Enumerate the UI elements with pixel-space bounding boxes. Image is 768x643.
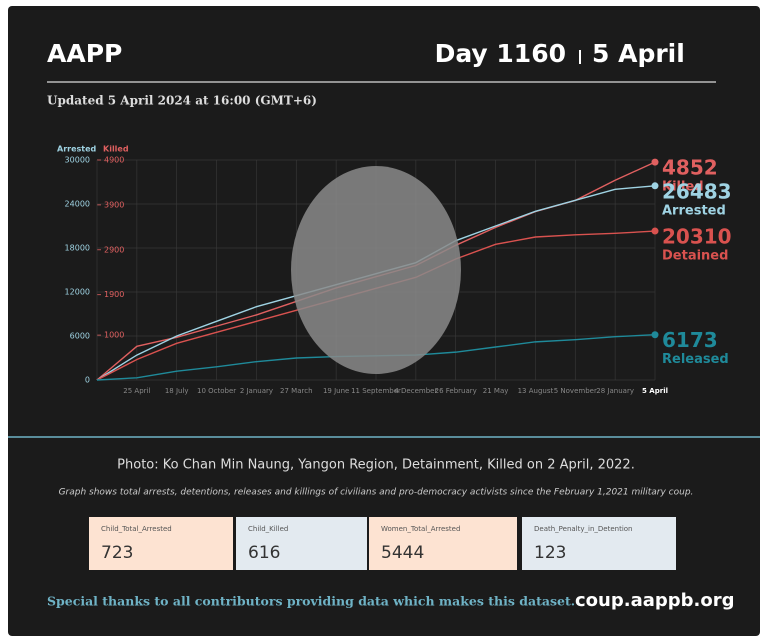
stat-card: Women_Total_Arrested 5444	[369, 517, 517, 570]
stat-value: 723	[101, 543, 134, 563]
x-tick-label: 27 March	[280, 387, 312, 395]
x-tick-label: 5 April	[642, 387, 668, 395]
y-tick-label: 30000	[65, 156, 90, 165]
end-dot	[651, 158, 659, 166]
end-value: 20310	[662, 225, 732, 249]
end-value: 6173	[662, 328, 718, 352]
y-tick-label: 12000	[65, 288, 90, 297]
y-tick-label: 6000	[70, 332, 90, 341]
photo	[291, 166, 461, 374]
stat-card: Death_Penalty_in_Detention 123	[522, 517, 676, 570]
x-tick-label: 11 September	[351, 387, 401, 395]
y-tick-label: 24000	[65, 200, 90, 209]
x-tick-label: 26 February	[435, 387, 477, 395]
y2-tick-label: 4900	[104, 156, 124, 165]
title: AAPP	[47, 39, 122, 68]
stat-label: Death_Penalty_in_Detention	[534, 525, 633, 533]
date: 5 April	[592, 39, 685, 68]
updated: Updated 5 April 2024 at 16:00 (GMT+6)	[47, 94, 317, 108]
end-name: Released	[662, 352, 729, 367]
caption: Photo: Ko Chan Min Naung, Yangon Region,…	[117, 458, 635, 473]
x-tick-label: 4 December	[394, 387, 437, 395]
y-tick-label: 18000	[65, 244, 90, 253]
x-tick-label: 13 August	[518, 387, 554, 395]
stat-label: Women_Total_Arrested	[381, 525, 461, 533]
end-value: 26483	[662, 179, 732, 203]
x-tick-label: 28 January	[596, 387, 634, 395]
end-name: Killed	[662, 180, 704, 195]
thanks: Special thanks to all contributors provi…	[47, 594, 575, 609]
stat-value: 123	[534, 543, 567, 563]
x-tick-label: 21 May	[483, 387, 509, 395]
end-name: Arrested	[662, 203, 726, 218]
stat-card: Child_Killed 616	[236, 517, 367, 570]
x-tick-label: 19 June	[323, 387, 349, 395]
x-tick-label: 5 November	[554, 387, 597, 395]
y-axis-title: Arrested	[57, 145, 97, 154]
end-dot	[651, 331, 659, 339]
url[interactable]: coup.aappb.org	[575, 590, 735, 611]
end-dot	[651, 182, 659, 190]
y-tick-label: 0	[85, 376, 90, 385]
separator	[579, 50, 581, 64]
stat-value: 616	[248, 543, 281, 563]
day: Day 1160	[435, 39, 566, 68]
description: Graph shows total arrests, detentions, r…	[59, 488, 694, 498]
y2-tick-label: 3900	[104, 200, 124, 209]
y2-axis-title: Killed	[103, 145, 129, 154]
y2-tick-label: 1000	[104, 331, 124, 340]
x-tick-label: 10 October	[197, 387, 236, 395]
end-value: 4852	[662, 156, 718, 180]
x-tick-label: 25 April	[123, 387, 150, 395]
stat-card: Child_Total_Arrested 723	[89, 517, 233, 570]
end-name: Detained	[662, 249, 728, 264]
stat-label: Child_Total_Arrested	[101, 525, 172, 533]
y2-tick-label: 2900	[104, 245, 124, 254]
stat-value: 5444	[381, 543, 425, 563]
end-dot	[651, 227, 659, 235]
x-tick-label: 2 January	[240, 387, 273, 395]
stat-label: Child_Killed	[248, 525, 289, 533]
y2-tick-label: 1900	[104, 290, 124, 299]
x-tick-label: 18 July	[165, 387, 189, 395]
